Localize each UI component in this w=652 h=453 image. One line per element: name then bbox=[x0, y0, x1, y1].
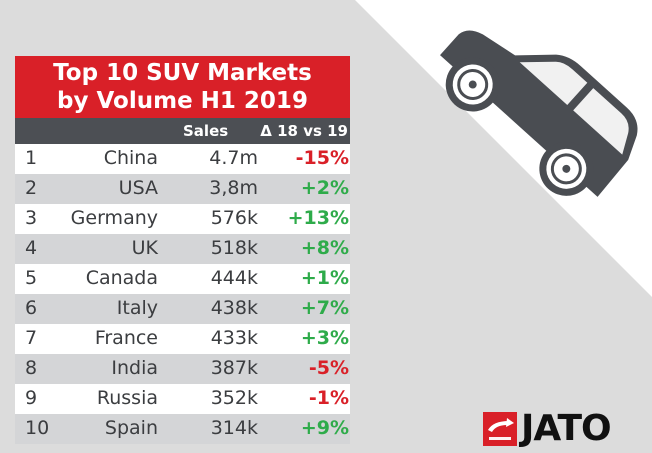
sales-cell: 518k bbox=[210, 237, 258, 259]
sales-cell: 4.7m bbox=[209, 147, 258, 169]
change-cell: +13% bbox=[287, 207, 349, 229]
sales-cell: 314k bbox=[210, 417, 258, 439]
country-cell: Canada bbox=[85, 267, 158, 289]
table-row: 2 USA 3,8m +2% bbox=[15, 174, 350, 204]
suv-markets-table: Top 10 SUV Markets by Volume H1 2019 Sal… bbox=[15, 56, 350, 444]
rank-cell: 2 bbox=[25, 177, 38, 199]
country-cell: Italy bbox=[116, 297, 158, 319]
table-row: 8 India 387k -5% bbox=[15, 354, 350, 384]
change-cell: -15% bbox=[295, 147, 349, 169]
sales-cell: 387k bbox=[210, 357, 258, 379]
country-cell: France bbox=[94, 327, 158, 349]
country-cell: Spain bbox=[104, 417, 158, 439]
sales-cell: 3,8m bbox=[209, 177, 258, 199]
country-cell: India bbox=[111, 357, 158, 379]
change-cell: -1% bbox=[308, 387, 349, 409]
country-cell: Russia bbox=[96, 387, 158, 409]
rank-cell: 7 bbox=[25, 327, 38, 349]
table-row: 1 China 4.7m -15% bbox=[15, 144, 350, 174]
sales-cell: 576k bbox=[210, 207, 258, 229]
suv-car-icon bbox=[440, 30, 638, 197]
rank-cell: 10 bbox=[25, 417, 50, 439]
country-cell: UK bbox=[131, 237, 158, 259]
sales-cell: 444k bbox=[210, 267, 258, 289]
change-cell: -5% bbox=[308, 357, 349, 379]
change-cell: +7% bbox=[300, 297, 349, 319]
table-body: 1 China 4.7m -15% 2 USA 3,8m +2% 3 Germany 576k +13… bbox=[15, 144, 350, 444]
table-row: 5 Canada 444k +1% bbox=[15, 264, 350, 294]
change-cell: +1% bbox=[300, 267, 349, 289]
table-title: Top 10 SUV Markets by Volume H1 2019 bbox=[15, 56, 350, 118]
table-row: 6 Italy 438k +7% bbox=[15, 294, 350, 324]
rank-cell: 5 bbox=[25, 267, 38, 289]
table-row: 3 Germany 576k +13% bbox=[15, 204, 350, 234]
column-header-sales: Sales bbox=[183, 122, 229, 140]
jato-arrow-icon bbox=[483, 412, 517, 446]
rank-cell: 9 bbox=[25, 387, 38, 409]
sales-cell: 352k bbox=[210, 387, 258, 409]
change-cell: +2% bbox=[300, 177, 349, 199]
rank-cell: 8 bbox=[25, 357, 38, 379]
jato-logo: JATO bbox=[483, 408, 612, 449]
country-cell: Germany bbox=[70, 207, 158, 229]
table-row: 4 UK 518k +8% bbox=[15, 234, 350, 264]
change-cell: +3% bbox=[300, 327, 349, 349]
jato-logo-text: JATO bbox=[521, 408, 612, 449]
country-cell: USA bbox=[118, 177, 158, 199]
change-cell: +8% bbox=[300, 237, 349, 259]
table-title-line-2: by Volume H1 2019 bbox=[57, 88, 308, 114]
change-cell: +9% bbox=[300, 417, 349, 439]
table-row: 7 France 433k +3% bbox=[15, 324, 350, 354]
rank-cell: 6 bbox=[25, 297, 38, 319]
table-row: 9 Russia 352k -1% bbox=[15, 384, 350, 414]
rank-cell: 3 bbox=[25, 207, 38, 229]
country-cell: China bbox=[103, 147, 158, 169]
rank-cell: 1 bbox=[25, 147, 38, 169]
table-row: 10 Spain 314k +9% bbox=[15, 414, 350, 444]
sales-cell: 438k bbox=[210, 297, 258, 319]
rank-cell: 4 bbox=[25, 237, 38, 259]
column-header-change: Δ 18 vs 19 bbox=[260, 122, 348, 140]
table-title-line-1: Top 10 SUV Markets bbox=[53, 60, 312, 86]
table-header: Sales Δ 18 vs 19 bbox=[15, 118, 350, 144]
sales-cell: 433k bbox=[210, 327, 258, 349]
